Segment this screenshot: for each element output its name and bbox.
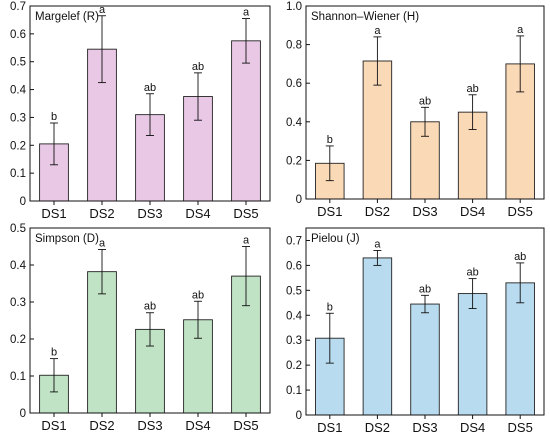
margalef-xtick-label-ds2: DS2 (89, 206, 114, 221)
pielou-ytick-label: 0.2 (286, 360, 302, 372)
simpson-xtick-label-ds3: DS3 (137, 418, 162, 433)
shannon-wiener-ytick-label: 1.0 (286, 1, 302, 13)
margalef-xtick-label-ds4: DS4 (185, 206, 210, 221)
simpson-ytick-label: 0.1 (10, 371, 26, 383)
shannon-wiener-ytick-label: 0.4 (286, 117, 303, 129)
simpson-title: Simpson (D) (35, 233, 99, 245)
margalef-letter-ds4: ab (192, 61, 204, 73)
shannon-wiener-ytick-label: 0.8 (286, 40, 302, 52)
margalef-letter-ds1: b (51, 111, 57, 123)
pielou-letter-ds2: a (374, 238, 381, 250)
margalef-letter-ds2: a (99, 4, 106, 16)
pielou-ytick-label: 0.6 (286, 260, 302, 272)
pielou-ytick-label: 0 (296, 410, 302, 422)
simpson-xtick-label-ds2: DS2 (89, 418, 114, 433)
shannon-wiener-xtick-label-ds3: DS3 (412, 204, 437, 219)
simpson-ytick-label: 0.2 (10, 334, 26, 346)
pielou-xtick-label-ds2: DS2 (365, 420, 390, 435)
margalef-ytick-label: 0.7 (10, 1, 26, 13)
margalef-ytick-label: 0.1 (10, 168, 26, 180)
shannon-wiener-xtick-label-ds1: DS1 (317, 204, 342, 219)
pielou-letter-ds3: ab (419, 283, 431, 295)
pielou-xtick-label-ds3: DS3 (412, 420, 437, 435)
shannon-wiener-xtick-label-ds5: DS5 (508, 204, 533, 219)
margalef-ytick-label: 0.4 (10, 85, 27, 97)
simpson-ytick-label: 0 (20, 408, 26, 420)
simpson-letter-ds2: a (99, 237, 106, 249)
simpson-bar-ds2 (87, 271, 117, 414)
simpson-letter-ds3: ab (144, 301, 156, 313)
shannon-wiener-letter-ds1: b (327, 134, 333, 146)
pielou-bar-ds5 (505, 282, 535, 416)
pielou-letter-ds1: b (327, 301, 333, 313)
pielou-xtick-label-ds4: DS4 (460, 420, 485, 435)
shannon-wiener-letter-ds2: a (374, 25, 381, 37)
pielou-letter-ds4: ab (466, 267, 478, 279)
pielou-bar-ds4 (457, 293, 488, 416)
margalef-letter-ds3: ab (144, 82, 156, 94)
shannon-wiener-letter-ds5: a (517, 24, 524, 36)
shannon-wiener-title: Shannon–Wiener (H) (311, 11, 419, 23)
shannon-wiener-ytick-label: 0.6 (286, 78, 302, 90)
shannon-wiener-panel: b a ab ab a 0 0.2 0.4 0.6 0.8 1.0 DS1 DS2 DS3 DS4 DS5 Sh… (286, 1, 545, 219)
shannon-wiener-letter-ds3: ab (419, 95, 431, 107)
pielou-panel: b a ab ab ab 0 0.1 0.2 0.3 0.4 0.5 0.6 0.7 DS1 DS2 DS3 D… (286, 227, 545, 435)
pielou-xtick-label-ds1: DS1 (317, 420, 342, 435)
pielou-ytick-label: 0.3 (286, 335, 302, 347)
simpson-letter-ds1: b (51, 347, 57, 359)
pielou-bar-ds2 (362, 257, 393, 416)
margalef-title: Margelef (R) (35, 11, 99, 23)
pielou-xtick-label-ds5: DS5 (508, 420, 533, 435)
simpson-xtick-label-ds4: DS4 (185, 418, 210, 433)
margalef-xtick-label-ds5: DS5 (233, 206, 258, 221)
simpson-ytick-label: 0.4 (10, 260, 27, 272)
pielou-ytick-label: 0.4 (286, 310, 303, 322)
simpson-panel: b a ab ab a 0 0.1 0.2 0.3 0.4 0.5 DS1 DS2 DS3 DS4 DS5 Si… (10, 223, 271, 433)
shannon-wiener-letter-ds4: ab (466, 83, 478, 95)
margalef-bar-ds5 (231, 40, 261, 202)
margalef-ytick-label: 0 (20, 196, 26, 208)
pielou-ytick-label: 0.7 (286, 235, 302, 247)
margalef-ytick-label: 0.2 (10, 140, 26, 152)
pielou-ytick-label: 0.1 (286, 385, 302, 397)
margalef-ytick-label: 0.5 (10, 57, 26, 69)
simpson-xtick-label-ds1: DS1 (41, 418, 66, 433)
pielou-ytick-label: 0.5 (286, 285, 302, 297)
simpson-ytick-label: 0.3 (10, 297, 26, 309)
pielou-bar-ds3 (410, 303, 440, 416)
simpson-letter-ds4: ab (192, 289, 204, 301)
margalef-panel: b a ab ab a 0 0.1 0.2 0.3 0.4 0.5 0.6 0.7 DS1 DS2 DS3 DS… (10, 1, 271, 221)
simpson-ytick-label: 0.5 (10, 223, 26, 235)
simpson-letter-ds5: a (243, 235, 250, 247)
shannon-wiener-ytick-label: 0.2 (286, 155, 302, 167)
margalef-xtick-label-ds3: DS3 (137, 206, 162, 221)
margalef-ytick-label: 0.6 (10, 29, 26, 41)
shannon-wiener-ytick-label: 0 (296, 194, 302, 206)
margalef-xtick-label-ds1: DS1 (41, 206, 66, 221)
simpson-xtick-label-ds5: DS5 (233, 418, 258, 433)
margalef-ytick-label: 0.3 (10, 112, 26, 124)
shannon-wiener-xtick-label-ds2: DS2 (365, 204, 390, 219)
pielou-letter-ds5: ab (514, 251, 526, 263)
shannon-wiener-xtick-label-ds4: DS4 (460, 204, 485, 219)
pielou-title: Pielou (J) (311, 233, 360, 245)
margalef-letter-ds5: a (243, 7, 250, 19)
